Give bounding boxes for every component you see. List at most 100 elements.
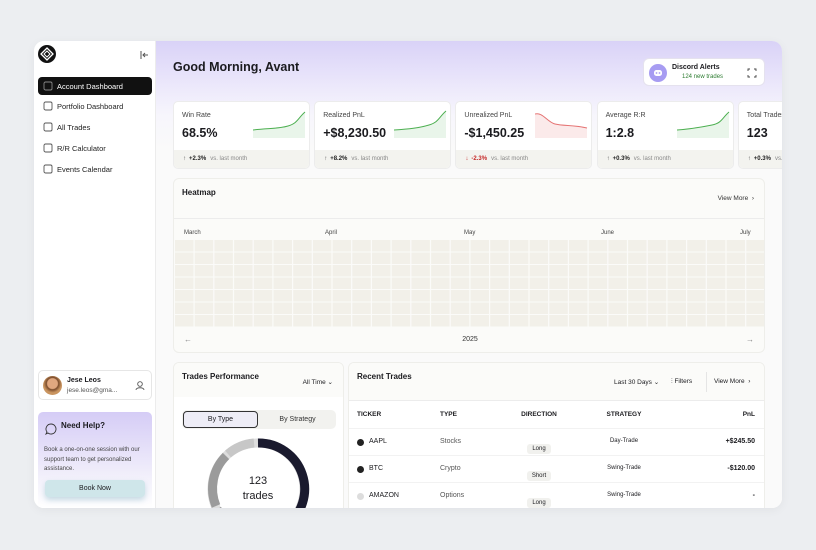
heatmap-view-more[interactable]: View More ›	[717, 195, 754, 202]
heatmap-cell	[234, 252, 253, 264]
prev-year[interactable]: ←	[184, 335, 192, 344]
separator	[706, 372, 707, 392]
heatmap-cell	[746, 315, 764, 327]
heatmap-cell	[431, 315, 450, 327]
icon-shape	[43, 101, 53, 111]
heatmap-cell	[293, 265, 312, 277]
stat-change: -2.3%	[471, 156, 488, 162]
heatmap-cell	[549, 265, 568, 277]
heatmap-cell	[332, 290, 352, 302]
sparkline	[253, 111, 306, 138]
discord-card[interactable]: Discord Alerts 124 new trades	[643, 58, 765, 86]
row-divider	[349, 482, 764, 483]
stat-footer: ↑ +8.2% vs. last month	[315, 150, 451, 168]
heatmap-cell	[352, 240, 371, 252]
heatmap-cell	[293, 240, 312, 252]
heatmap-cell	[450, 240, 470, 252]
filters-button[interactable]: ⫶ Filters	[671, 378, 693, 385]
time-filter-text[interactable]: All Time	[302, 379, 326, 386]
heatmap-cell	[391, 240, 411, 252]
nav-item[interactable]: Account Dashboard	[38, 77, 152, 95]
heatmap-cell	[352, 265, 371, 277]
nav-item[interactable]: Portfolio Dashboard	[38, 97, 152, 115]
sidebar: Account Dashboard Portfolio Dashboard All …	[34, 41, 156, 508]
nav-item[interactable]: Events Calendar	[38, 160, 152, 178]
heatmap-cell	[332, 240, 352, 252]
heatmap-cell	[391, 265, 411, 277]
heatmap-cell	[470, 302, 489, 314]
direction-pill: Long	[527, 498, 551, 508]
period-filter-text[interactable]: Last 30 Days	[614, 379, 652, 386]
heatmap-cell	[391, 252, 411, 264]
heatmap-cell	[450, 277, 470, 289]
nav-item[interactable]: All Trades	[38, 118, 152, 136]
tab[interactable]: By Strategy	[279, 416, 316, 423]
sparkline	[394, 110, 447, 138]
stat-card[interactable]: Total Trades 123 ↑+0.3%vs. last month	[737, 101, 782, 169]
heatmap-cell	[372, 315, 391, 327]
stat-card[interactable]: Unrealized PnL -$1,450.25 ↓ -2.3% vs. last m…	[455, 101, 593, 169]
heatmap-cell	[411, 265, 430, 277]
heatmap-cell	[647, 277, 667, 289]
ticker-icon	[357, 439, 364, 446]
panel-header	[174, 363, 343, 397]
heatmap-cell	[293, 277, 312, 289]
heatmap-cell	[273, 265, 292, 277]
period-filter[interactable]: Last 30 Days ⌄	[614, 379, 660, 386]
stat-footer: ↓ -2.3% vs. last month	[456, 150, 592, 168]
tab-active[interactable]: By Type	[183, 411, 258, 428]
heatmap-cell	[411, 277, 430, 289]
heatmap-cell	[214, 277, 233, 289]
ticker: AAPL	[369, 438, 387, 445]
heatmap-cell	[214, 240, 233, 252]
heatmap-cell	[431, 265, 450, 277]
heatmap-cell	[214, 290, 233, 302]
nav-label[interactable]: R/R Calculator	[57, 143, 106, 153]
book-now-button[interactable]: Book Now	[45, 480, 145, 497]
heatmap-cell	[273, 277, 292, 289]
time-filter[interactable]: All Time ⌄	[302, 379, 333, 386]
nav-item[interactable]: R/R Calculator	[38, 139, 152, 157]
heatmap-cell	[628, 315, 647, 327]
heatmap-year: 2025	[462, 336, 478, 343]
heatmap-cell	[293, 290, 312, 302]
collapse-button[interactable]	[139, 50, 149, 60]
heatmap-cell	[175, 265, 194, 277]
heatmap-cell	[273, 302, 292, 314]
next-year[interactable]: →	[746, 335, 754, 344]
recent-trades-title: Recent Trades	[357, 372, 412, 381]
heatmap-cell	[726, 277, 746, 289]
nav-label[interactable]: All Trades	[57, 122, 91, 132]
heatmap-cell	[352, 290, 371, 302]
heatmap-cell	[588, 265, 608, 277]
heatmap-cell	[450, 265, 470, 277]
heatmap-cell	[194, 240, 214, 252]
user-card[interactable]: Jese Leos jese.leos@gma...	[38, 370, 152, 400]
nav-label[interactable]: Events Calendar	[57, 164, 113, 174]
direction-pill: Short	[526, 471, 552, 481]
heatmap-cell	[175, 277, 194, 289]
stat-card[interactable]: Realized PnL +$8,230.50 ↑ +8.2% vs. last mon…	[314, 101, 452, 169]
heatmap-cell	[234, 277, 253, 289]
nav-label[interactable]: Portfolio Dashboard	[57, 101, 124, 111]
stat-change: +0.3%	[612, 156, 630, 162]
stat-label: Average R:R	[605, 112, 646, 119]
heatmap-cell	[667, 265, 686, 277]
heatmap-cell	[332, 265, 352, 277]
filters-text[interactable]: Filters	[674, 378, 693, 385]
heatmap-cell	[411, 302, 430, 314]
trades-view-more[interactable]: View More ›	[714, 378, 751, 385]
pnl: -$120.00	[727, 465, 755, 472]
stat-card[interactable]: Win Rate 68.5% ↑ +2.3% vs. last month	[173, 101, 310, 169]
month-label: April	[325, 230, 338, 236]
view-more-text[interactable]: View More	[714, 378, 745, 385]
heatmap-cell	[628, 277, 647, 289]
view-more-text[interactable]: View More	[717, 195, 749, 202]
heatmap-cell	[411, 240, 430, 252]
heatmap-cell	[509, 315, 529, 327]
expand-icon[interactable]	[747, 68, 757, 78]
heatmap-cell	[746, 265, 764, 277]
stat-card[interactable]: Average R:R 1:2.8 ↑ +0.3% vs. last month	[596, 101, 734, 169]
heatmap-cell	[214, 252, 233, 264]
nav-label[interactable]: Account Dashboard	[57, 81, 123, 91]
